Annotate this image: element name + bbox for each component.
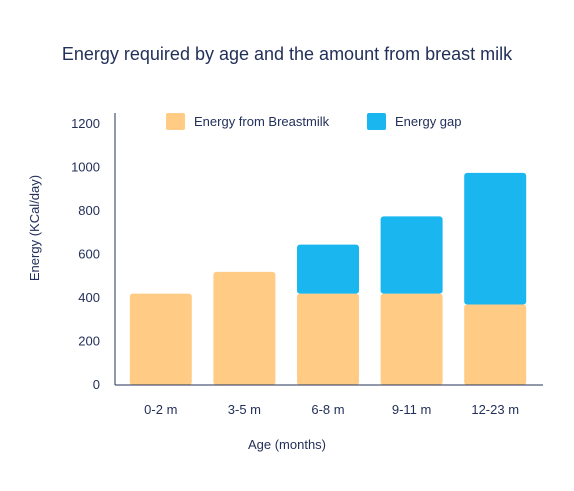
y-tick-label: 0 — [93, 377, 100, 392]
y-tick-label: 600 — [78, 246, 100, 261]
x-tick-label: 0-2 m — [144, 402, 177, 417]
y-tick-label: 400 — [78, 290, 100, 305]
y-tick-label: 800 — [78, 203, 100, 218]
y-tick-label: 200 — [78, 333, 100, 348]
y-axis-title: Energy (KCal/day) — [27, 175, 42, 281]
legend-label: Energy gap — [395, 114, 462, 129]
x-axis-title: Age (months) — [248, 437, 326, 452]
bar-energy-from-breastmilk — [129, 293, 192, 385]
bar-energy-from-breastmilk — [213, 271, 276, 385]
bar-energy-from-breastmilk — [380, 293, 443, 385]
legend-swatch — [166, 113, 185, 130]
y-tick-labels: 0 200 400 600 800 1000 1200 — [71, 116, 100, 392]
y-tick-label: 1000 — [71, 159, 100, 174]
legend-label: Energy from Breastmilk — [194, 114, 330, 129]
legend-swatch — [367, 113, 386, 130]
x-tick-label: 9-11 m — [392, 402, 432, 417]
x-tick-label: 12-23 m — [471, 402, 519, 417]
bar-energy-gap — [380, 216, 443, 294]
bar-energy-from-breastmilk — [464, 304, 527, 385]
bar-energy-gap — [297, 244, 359, 294]
legend: Energy from Breastmilk Energy gap — [166, 113, 462, 130]
x-tick-label: 6-8 m — [311, 402, 344, 417]
y-tick-label: 1200 — [71, 116, 100, 131]
chart-title: Energy required by age and the amount fr… — [61, 44, 513, 64]
bar-energy-gap — [464, 172, 527, 305]
x-tick-label: 3-5 m — [228, 402, 261, 417]
bar-energy-from-breastmilk — [297, 293, 359, 385]
bars-group — [129, 172, 527, 385]
x-tick-labels: 0-2 m 3-5 m 6-8 m 9-11 m 12-23 m — [144, 402, 519, 417]
